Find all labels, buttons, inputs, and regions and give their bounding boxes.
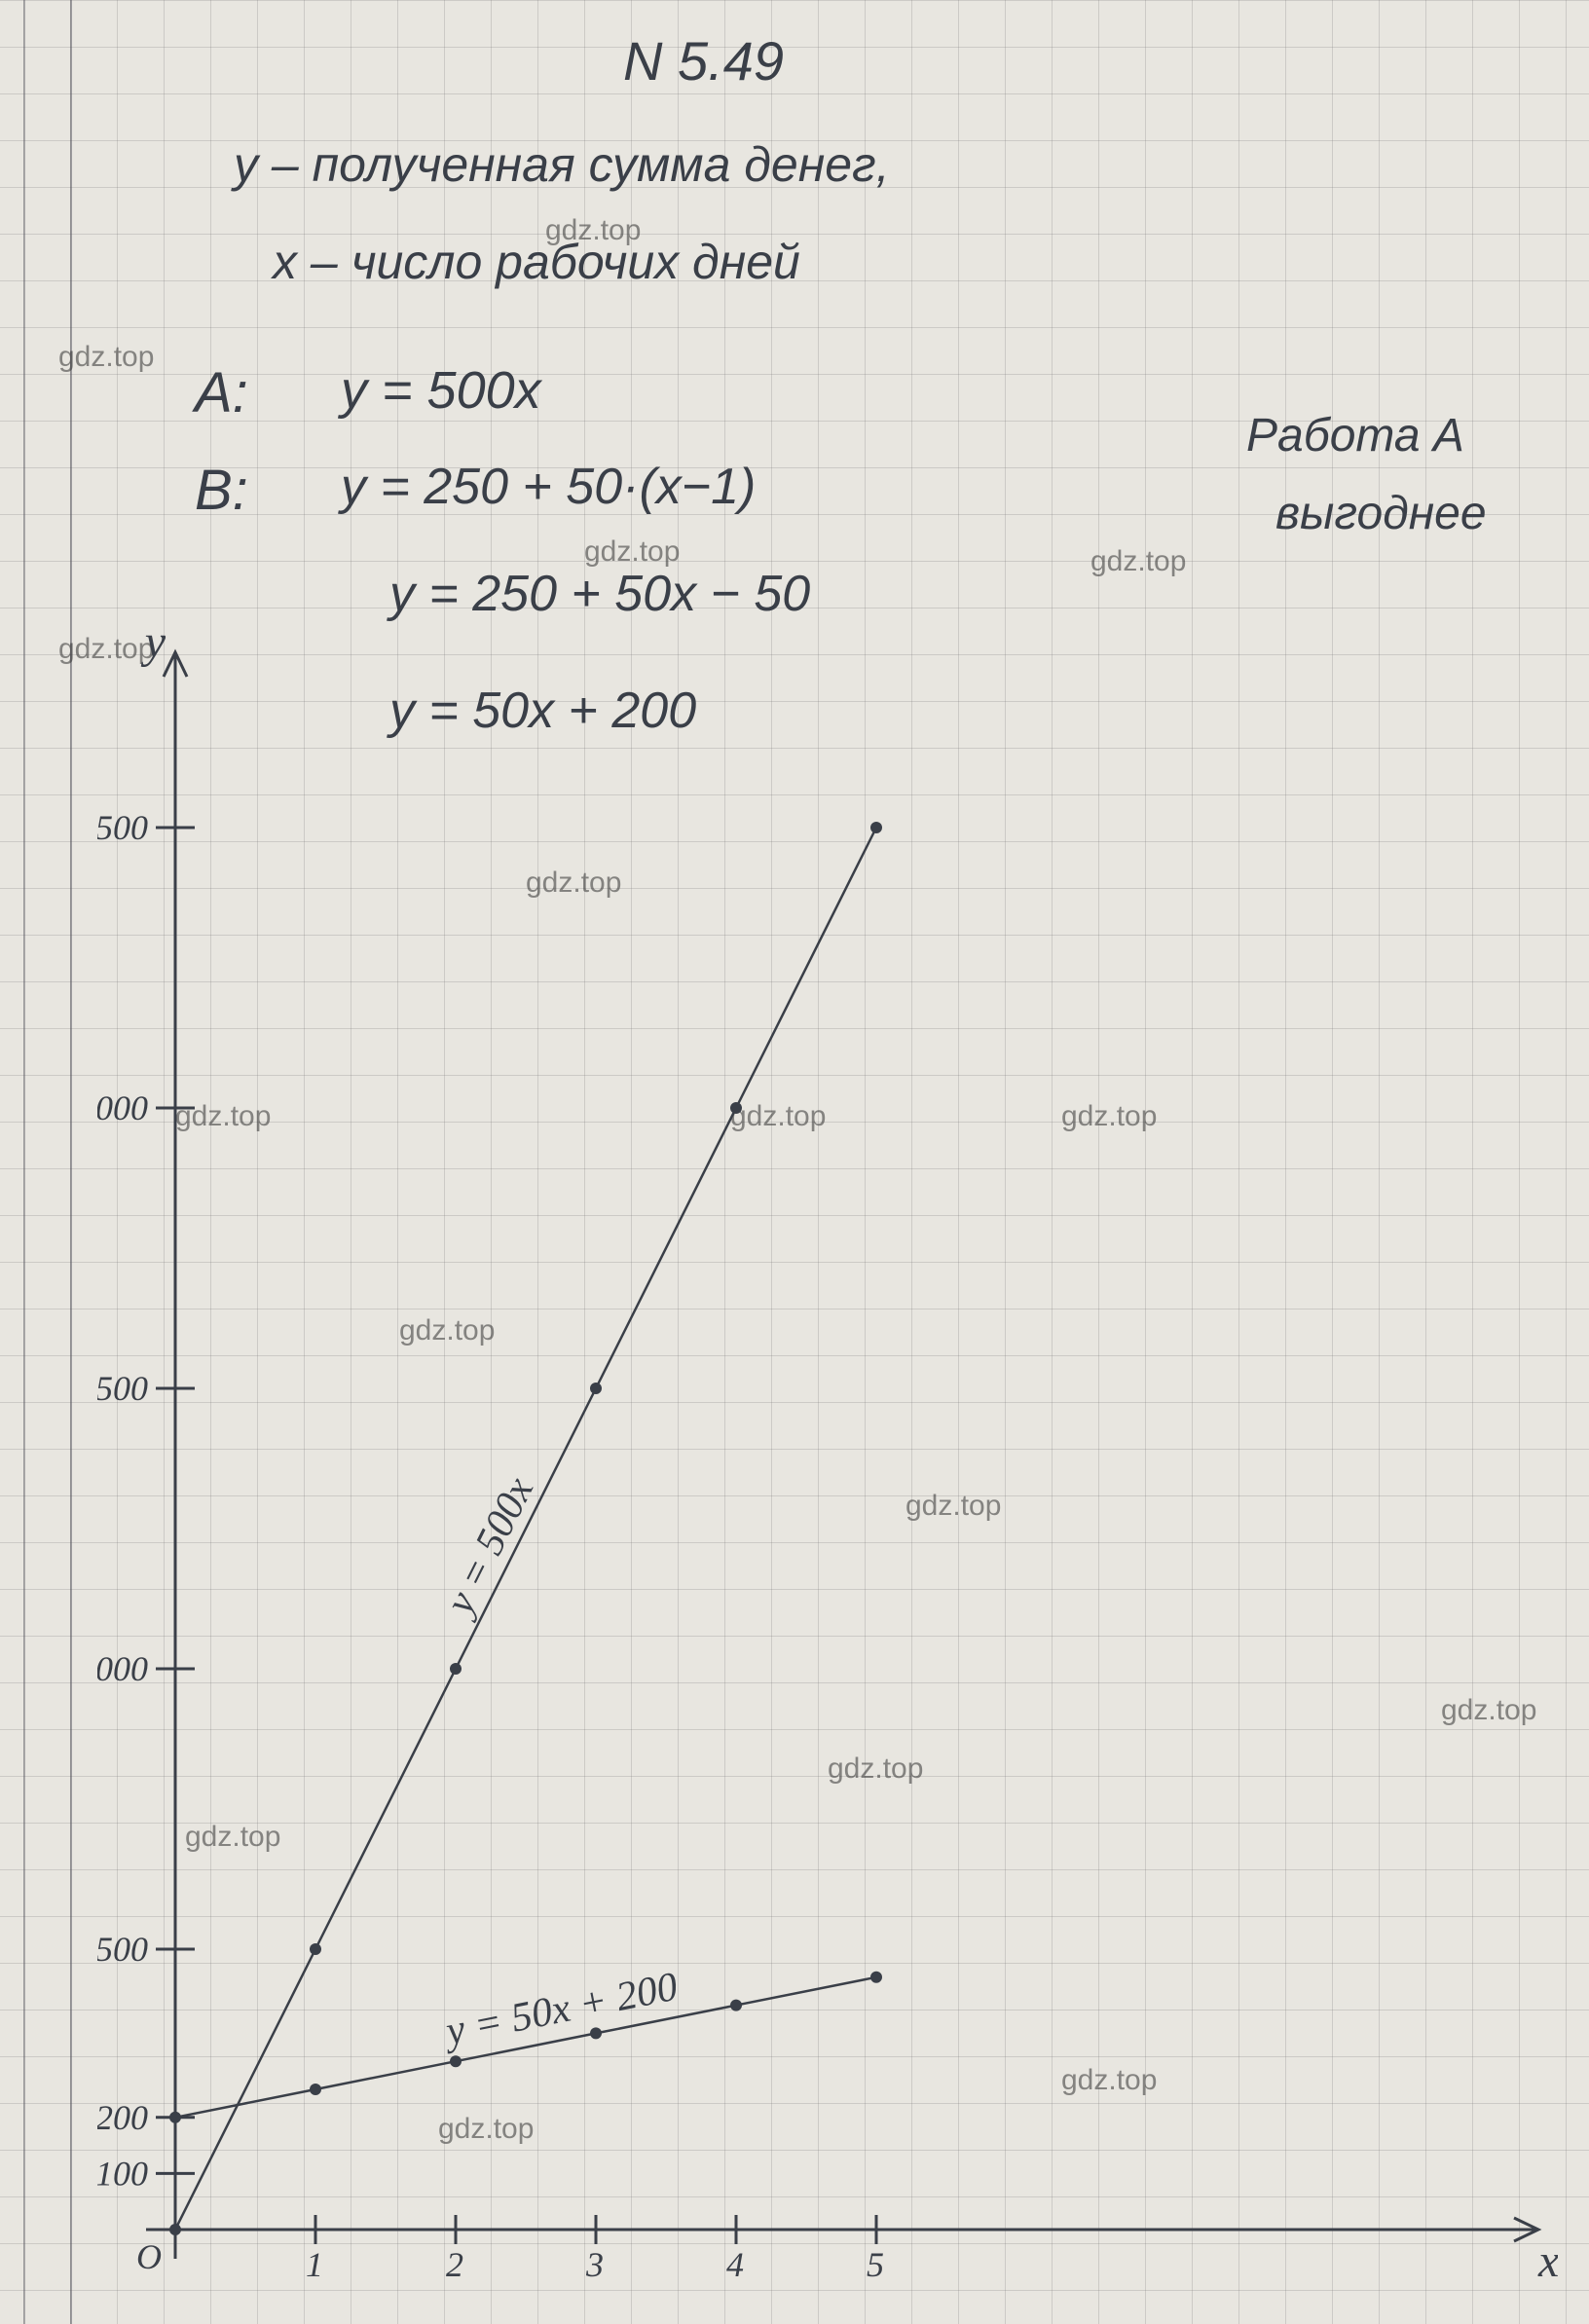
equation-b-step-2: y = 250 + 50x − 50: [389, 565, 810, 623]
answer-line-2: выгоднее: [1275, 487, 1487, 540]
svg-text:100: 100: [97, 2154, 148, 2193]
svg-text:2: 2: [446, 2245, 463, 2284]
watermark: gdz.top: [1090, 545, 1186, 578]
chart-container: yxO100200500100015002000250012345y = 500…: [97, 623, 1558, 2298]
svg-text:1500: 1500: [97, 1369, 148, 1408]
svg-text:200: 200: [97, 2098, 148, 2137]
description-line-1: y – полученная сумма денег,: [234, 136, 890, 193]
chart-svg: yxO100200500100015002000250012345y = 500…: [97, 623, 1558, 2298]
watermark: gdz.top: [58, 341, 154, 374]
svg-text:2500: 2500: [97, 808, 148, 847]
svg-text:1: 1: [306, 2245, 323, 2284]
svg-text:1000: 1000: [97, 1649, 148, 1688]
description-line-2: x – число рабочих дней: [273, 234, 800, 290]
watermark: gdz.top: [584, 535, 680, 569]
equation-a-label: A:: [195, 360, 248, 425]
margin-line-secondary: [23, 0, 25, 2324]
svg-text:2000: 2000: [97, 1088, 148, 1127]
page-title: N 5.49: [623, 29, 784, 92]
answer-line-1: Работа A: [1246, 409, 1464, 462]
svg-text:3: 3: [585, 2245, 604, 2284]
svg-text:y: y: [140, 623, 166, 668]
svg-text:x: x: [1537, 2235, 1558, 2287]
watermark: gdz.top: [545, 214, 641, 247]
svg-text:O: O: [136, 2237, 162, 2276]
equation-b-label: B:: [195, 458, 248, 523]
svg-text:4: 4: [726, 2245, 744, 2284]
equation-a: y = 500x: [341, 360, 541, 421]
equation-b-step-1: y = 250 + 50·(x−1): [341, 458, 756, 516]
svg-text:5: 5: [867, 2245, 884, 2284]
svg-text:500: 500: [97, 1930, 148, 1969]
